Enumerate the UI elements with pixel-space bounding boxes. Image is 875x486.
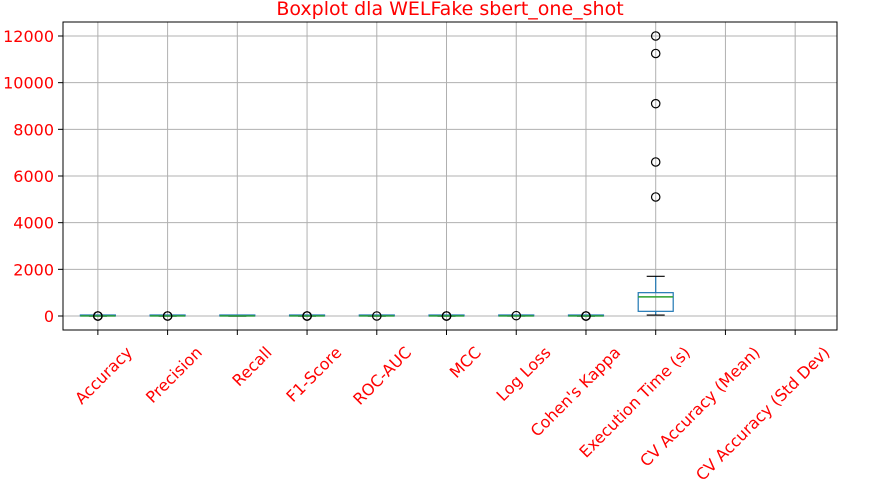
y-tick-label: 0 <box>44 307 54 326</box>
box-7 <box>567 311 605 321</box>
y-tick-label: 12000 <box>3 27 54 46</box>
grid-lines <box>63 22 837 330</box>
boxes-layer <box>79 31 674 321</box>
box-3 <box>288 311 326 321</box>
outlier-point <box>302 311 312 321</box>
outlier-point <box>650 157 661 167</box>
x-tick-label: ROC-AUC <box>349 343 415 409</box>
y-tick-label: 6000 <box>13 167 54 186</box>
outlier-point <box>650 31 661 41</box>
box-iqr <box>637 292 674 312</box>
x-tick-label: Log Loss <box>492 343 554 405</box>
outlier-point <box>581 311 591 321</box>
x-tick-label: Accuracy <box>71 343 136 408</box>
box-1 <box>149 311 186 321</box>
y-axis: 0 2000 4000 6000 8000 10000 12000 <box>3 27 63 326</box>
outlier-point <box>650 192 661 202</box>
x-tick-label: CV Accuracy (Std Dev) <box>692 343 834 485</box>
box-5 <box>428 311 465 321</box>
y-tick-label: 4000 <box>13 214 54 233</box>
x-tick-label: CV Accuracy (Mean) <box>636 343 764 471</box>
box-6 <box>498 310 535 321</box>
y-tick-label: 2000 <box>13 260 54 279</box>
outlier-point <box>371 311 382 321</box>
x-tick-label: Precision <box>142 343 206 407</box>
outlier-point <box>441 311 452 321</box>
box-0 <box>79 311 116 321</box>
chart-title: Boxplot dla WELFake sbert_one_shot <box>276 0 623 20</box>
x-tick-label: F1-Score <box>282 343 345 406</box>
x-tick-label: MCC <box>446 343 485 382</box>
x-tick-label: Recall <box>228 343 275 390</box>
box-4 <box>358 311 395 321</box>
box-2 <box>219 314 256 317</box>
outlier-point <box>93 311 103 321</box>
y-tick-label: 8000 <box>13 120 54 139</box>
box-8 <box>637 31 674 316</box>
outlier-point <box>650 48 661 59</box>
outlier-point <box>650 98 661 109</box>
outlier-point <box>162 311 173 321</box>
y-tick-label: 10000 <box>3 74 54 93</box>
x-axis: Accuracy Precision Recall F1-Score ROC-AUC MC… <box>71 330 833 484</box>
outlier-point <box>511 310 522 321</box>
plot-frame <box>62 21 838 331</box>
